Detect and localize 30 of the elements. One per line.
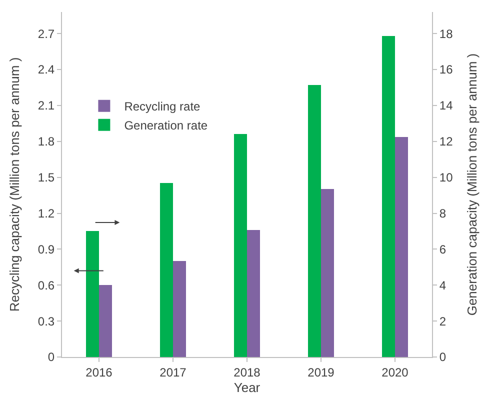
- x-tick-label: 2018: [234, 365, 261, 380]
- y2-tick-label: 6: [439, 242, 446, 256]
- x-axis-title: Year: [234, 380, 261, 395]
- y2-tick-label: 14: [439, 98, 454, 113]
- y2-tick-label: 0: [439, 350, 446, 364]
- y2-tick-label: 18: [439, 26, 454, 41]
- y2-tick-label: 16: [439, 62, 454, 77]
- y2-tick-label: 10: [439, 170, 454, 185]
- x-tick-label: 2019: [308, 365, 335, 380]
- y2-axis-title: Generation capacity (Million tons per annum ): [464, 53, 480, 316]
- y2-tick-label: 2: [439, 314, 446, 328]
- x-tick-label: 2020: [382, 365, 409, 380]
- y-tick-label: 1.5: [38, 170, 55, 185]
- y-tick-label: 0.9: [38, 242, 55, 256]
- y-tick-label: 2.4: [38, 62, 55, 77]
- y-axis-title: Recycling capacity (Million tons per annum ): [6, 57, 22, 312]
- y2-tick-label: 12: [439, 134, 454, 149]
- x-tick-label: 2017: [160, 365, 187, 380]
- legend-label: Generation rate: [124, 118, 208, 133]
- y-tick-label: 0: [48, 350, 55, 364]
- y-tick-label: 2.7: [38, 26, 55, 41]
- y-tick-label: 1.8: [38, 134, 55, 149]
- y2-tick-label: 8: [439, 206, 446, 220]
- legend-label: Recycling rate: [124, 100, 201, 114]
- y-tick-label: 2.1: [38, 98, 55, 113]
- y2-tick-label: 4: [439, 278, 446, 292]
- y-tick-label: 0.6: [38, 278, 55, 292]
- y-tick-label: 0.3: [38, 314, 55, 328]
- x-tick-label: 2016: [86, 365, 113, 380]
- y-tick-label: 1.2: [38, 206, 55, 220]
